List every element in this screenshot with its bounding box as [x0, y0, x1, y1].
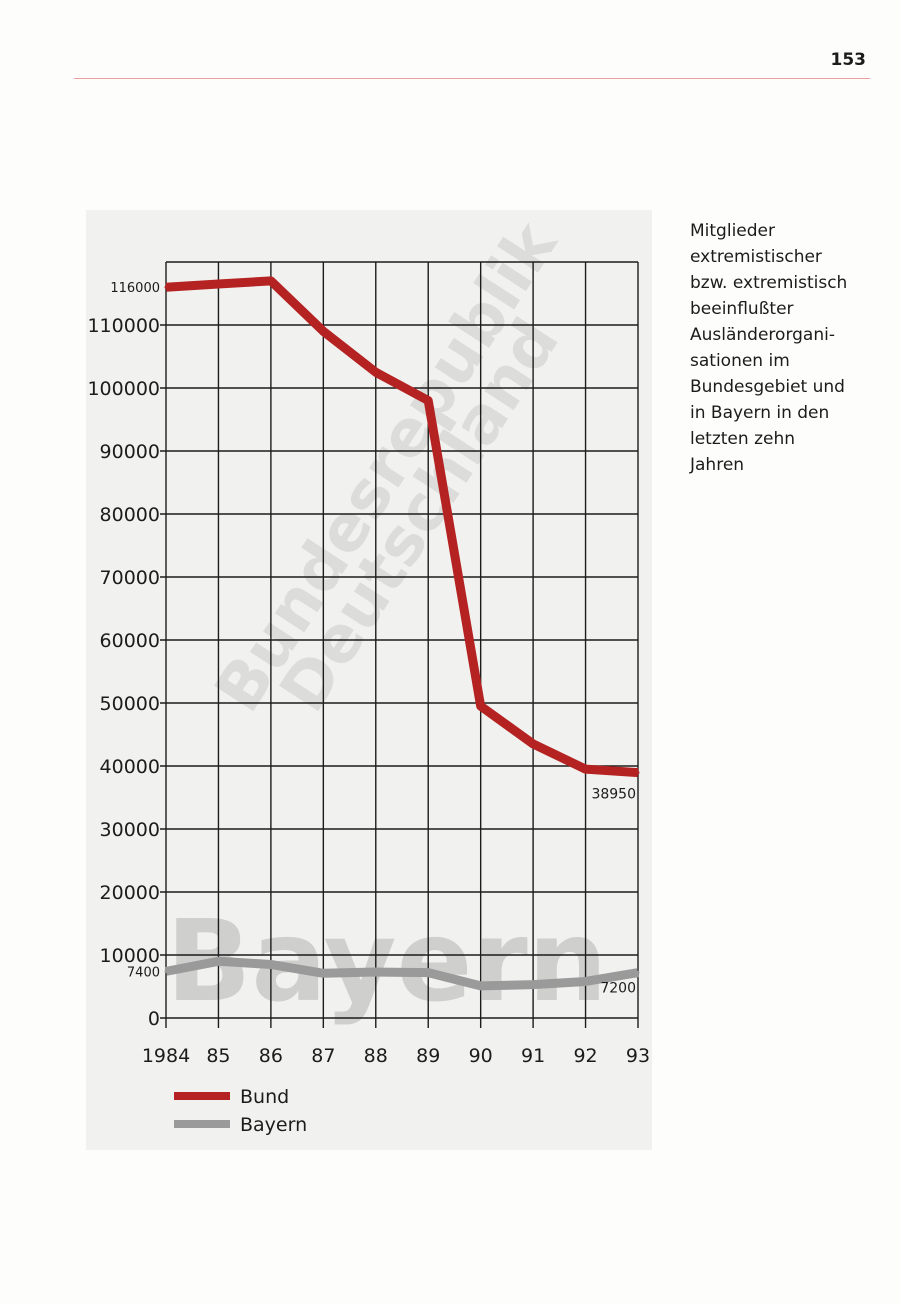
data-label-bayern: 7200 [600, 981, 636, 997]
data-point-bund [426, 399, 430, 403]
top-rule [74, 78, 870, 79]
y-tick-label: 90000 [100, 441, 160, 463]
y-tick-label: 30000 [100, 819, 160, 841]
x-tick-label: 92 [573, 1045, 597, 1067]
grid [160, 261, 639, 1028]
data-point-bund [321, 329, 325, 333]
data-point-bund [479, 704, 483, 708]
data-point-bayern [426, 971, 430, 975]
data-point-bund [164, 285, 168, 289]
page-number: 153 [830, 50, 867, 70]
x-tick-label: 91 [521, 1045, 545, 1067]
y-tick-label: 40000 [100, 756, 160, 778]
data-point-bayern [374, 970, 378, 974]
y-tick-label: 80000 [100, 504, 160, 526]
data-label-bund: 38950 [591, 787, 636, 803]
legend-label-bund: Bund [240, 1086, 289, 1108]
data-point-bayern [321, 971, 325, 975]
y-tick-label: 100000 [87, 378, 160, 400]
legend-label-bayern: Bayern [240, 1114, 307, 1136]
y-tick-label: 0 [148, 1008, 160, 1030]
y-axis-labels: 0 10000 20000 30000 40000 50000 60000 70000 8000… [87, 281, 160, 1030]
data-point-bund [584, 767, 588, 771]
data-labels: 38950 7200 [591, 787, 636, 997]
data-point-bund [269, 279, 273, 283]
y-tick-label: 20000 [100, 882, 160, 904]
data-point-bund [531, 742, 535, 746]
chart-caption: Mitglieder extremistischer bzw. extremis… [690, 221, 848, 475]
y-extra-label: 116000 [110, 281, 160, 296]
x-tick-label: 88 [364, 1045, 388, 1067]
y-tick-label: 60000 [100, 630, 160, 652]
x-axis-labels: 1984 85 86 87 88 89 90 91 92 93 [142, 1045, 650, 1067]
series [164, 276, 640, 991]
series-line-bund [165, 276, 639, 778]
data-point-bayern [584, 979, 588, 983]
data-point-bayern [531, 983, 535, 987]
y-extra-label: 7400 [127, 965, 160, 980]
data-point-bayern [479, 984, 483, 988]
x-tick-label: 86 [259, 1045, 283, 1067]
data-point-bund [216, 282, 220, 286]
x-tick-label: 85 [206, 1045, 230, 1067]
data-point-bayern [636, 971, 640, 975]
legend: Bund Bayern [174, 1086, 307, 1136]
x-tick-label: 93 [626, 1045, 650, 1067]
x-tick-label: 1984 [142, 1045, 190, 1067]
x-tick-label: 87 [311, 1045, 335, 1067]
series-line-bayern [165, 956, 639, 991]
data-point-bund [636, 771, 640, 775]
data-point-bayern [269, 962, 273, 966]
data-point-bayern [216, 959, 220, 963]
data-point-bayern [164, 969, 168, 973]
y-tick-label: 10000 [100, 945, 160, 967]
y-tick-label: 110000 [87, 315, 160, 337]
y-tick-label: 50000 [100, 693, 160, 715]
x-tick-label: 89 [416, 1045, 440, 1067]
x-tick-label: 90 [469, 1045, 493, 1067]
y-tick-label: 70000 [100, 567, 160, 589]
data-point-bund [374, 370, 378, 374]
